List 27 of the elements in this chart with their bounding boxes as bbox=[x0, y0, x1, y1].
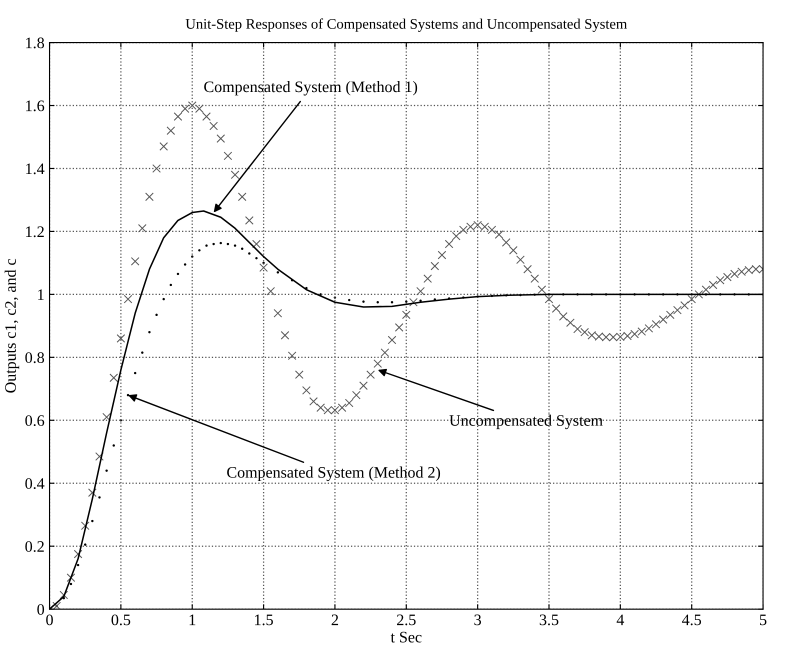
y-tick-label: 0.6 bbox=[25, 415, 44, 426]
y-tick-label: 1.8 bbox=[26, 37, 44, 48]
x-tick-label: 5 bbox=[760, 614, 766, 626]
x-tick-label: 2.5 bbox=[397, 614, 416, 626]
y-axis-title: Outputs c1, c2, and c bbox=[4, 258, 20, 393]
x-tick-label: 0.5 bbox=[112, 614, 130, 626]
x-axis-title: t Sec bbox=[390, 632, 422, 643]
y-tick-label: 0.4 bbox=[25, 478, 44, 490]
y-tick-label: 1.6 bbox=[26, 100, 44, 112]
annotation: Uncompensated System bbox=[449, 414, 603, 430]
y-tick-label: 1.4 bbox=[26, 163, 44, 174]
annotation: Compensated System (Method 1) bbox=[204, 80, 418, 96]
x-tick-label: 0 bbox=[46, 614, 53, 626]
x-tick-label: 3.5 bbox=[540, 614, 558, 626]
x-tick-label: 4.5 bbox=[682, 614, 702, 626]
x-tick-label: 3 bbox=[474, 614, 482, 626]
y-tick-label: 1 bbox=[38, 289, 44, 300]
y-tick-label: 1.2 bbox=[26, 226, 44, 238]
x-tick-label: 1 bbox=[190, 614, 196, 626]
x-tick-label: 2 bbox=[332, 614, 338, 626]
y-tick-label: 0.2 bbox=[25, 541, 44, 552]
annotation: Compensated System (Method 2) bbox=[227, 466, 440, 482]
y-tick-label: 0.8 bbox=[25, 352, 44, 364]
x-tick-label: 4 bbox=[616, 614, 624, 626]
y-tick-label: 0 bbox=[37, 604, 44, 615]
x-tick-label: 1.5 bbox=[255, 614, 273, 626]
chart-title: Unit-Step Responses of Compensated Systems and Uncompensated System bbox=[186, 18, 628, 32]
